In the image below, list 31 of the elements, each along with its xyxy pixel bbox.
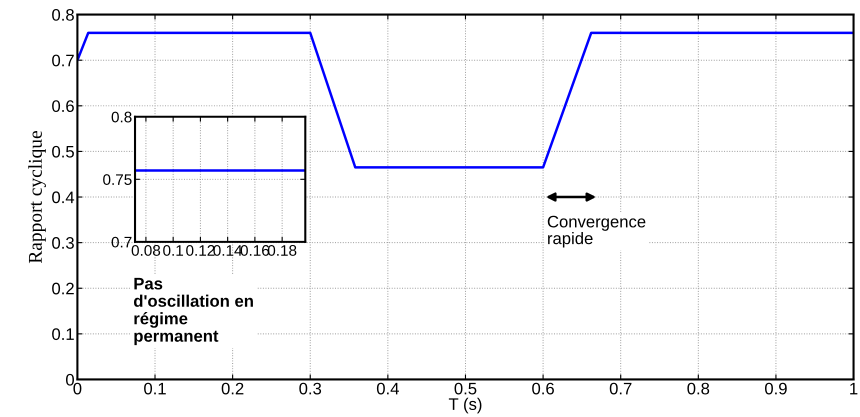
annotation: Pas d'oscillation en régime permanent [134, 278, 253, 346]
annotation: Convergence rapide [548, 216, 646, 248]
x-tick-label: 0.3 [299, 382, 322, 394]
x-tick-label: 1 [850, 382, 858, 394]
x-tick-label: 0.08 [132, 245, 160, 256]
y-tick-label: 0.5 [52, 146, 74, 158]
x-tick-label: 0.2 [222, 382, 244, 394]
y-tick-label: 0.2 [52, 282, 74, 294]
y-tick-label: 0.4 [52, 191, 74, 204]
y-tick-label: 0.6 [52, 100, 74, 112]
x-tick-label: 0.6 [532, 382, 554, 394]
x-tick-label: 0.18 [268, 245, 296, 256]
y-tick-label: 0.75 [103, 174, 132, 185]
y-axis-title: Rapport cyclique [28, 131, 46, 264]
y-tick-label: 0 [66, 374, 74, 386]
x-tick-label: 0.4 [376, 382, 399, 394]
x-tick-label: 0.9 [765, 382, 787, 394]
y-tick-label: 0.8 [112, 112, 132, 122]
x-tick-label: 0.16 [240, 245, 270, 256]
y-tick-label: 0.7 [112, 236, 132, 248]
y-tick-label: 0.1 [52, 328, 74, 340]
x-tick-label: 0.14 [213, 245, 242, 256]
x-tick-label: 0.5 [454, 382, 476, 394]
x-tick-label: 0.8 [687, 382, 710, 394]
x-tick-label: 0.1 [163, 245, 184, 256]
x-tick-label: 0.1 [144, 382, 166, 394]
x-axis-title: T (s) [448, 398, 482, 414]
x-tick-label: 0.12 [186, 245, 215, 256]
y-tick-label: 0.8 [52, 8, 74, 21]
x-tick-label: 0.7 [610, 382, 632, 394]
y-tick-label: 0.7 [52, 54, 74, 66]
